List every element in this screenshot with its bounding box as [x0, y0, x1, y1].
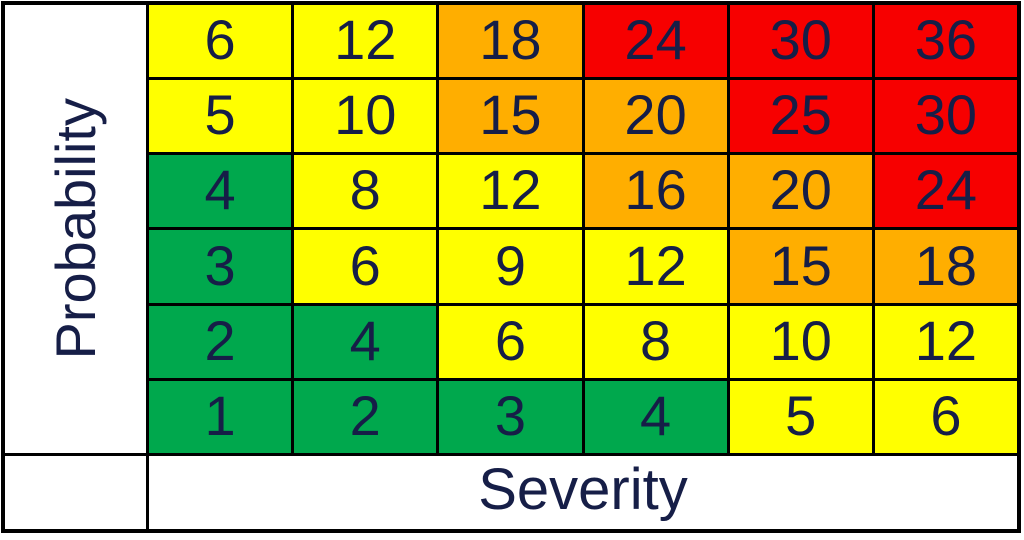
matrix-cell: 12 [294, 5, 437, 78]
matrix-cell: 4 [294, 305, 437, 378]
x-axis-label: Severity [478, 457, 688, 523]
bottom-left-corner-cell [5, 455, 146, 529]
matrix-cell: 6 [874, 380, 1017, 453]
matrix-cell: 5 [729, 380, 872, 453]
matrix-cell: 1 [149, 380, 292, 453]
matrix-cell: 12 [874, 305, 1017, 378]
matrix-cell: 12 [439, 155, 582, 228]
matrix-cell: 4 [584, 380, 727, 453]
y-axis-label: Probability [43, 98, 107, 360]
matrix-cell: 18 [439, 5, 582, 78]
matrix-cell: 16 [584, 155, 727, 228]
matrix-cell: 2 [294, 380, 437, 453]
matrix-cell: 24 [874, 155, 1017, 228]
matrix-cell: 4 [149, 155, 292, 228]
matrix-cell: 36 [874, 5, 1017, 78]
matrix-cell: 2 [149, 305, 292, 378]
matrix-cell: 30 [874, 80, 1017, 153]
matrix-cell: 12 [584, 230, 727, 303]
matrix-cell: 18 [874, 230, 1017, 303]
matrix-cell: 6 [439, 305, 582, 378]
matrix-cell: 15 [729, 230, 872, 303]
matrix-cell: 3 [149, 230, 292, 303]
matrix-cell: 10 [729, 305, 872, 378]
matrix-cell: 5 [149, 80, 292, 153]
x-axis-label-cell: Severity [149, 455, 1017, 529]
matrix-cell: 9 [439, 230, 582, 303]
matrix-cell: 6 [149, 5, 292, 78]
matrix-cell: 20 [729, 155, 872, 228]
matrix-cell: 15 [439, 80, 582, 153]
matrix-cell: 25 [729, 80, 872, 153]
matrix-cell: 30 [729, 5, 872, 78]
matrix-cell: 8 [294, 155, 437, 228]
y-axis-label-cell: Probability [5, 5, 146, 453]
matrix-cell: 8 [584, 305, 727, 378]
matrix-cell: 6 [294, 230, 437, 303]
matrix-cell: 3 [439, 380, 582, 453]
matrix-cell: 10 [294, 80, 437, 153]
matrix-cell: 24 [584, 5, 727, 78]
matrix-cell: 20 [584, 80, 727, 153]
